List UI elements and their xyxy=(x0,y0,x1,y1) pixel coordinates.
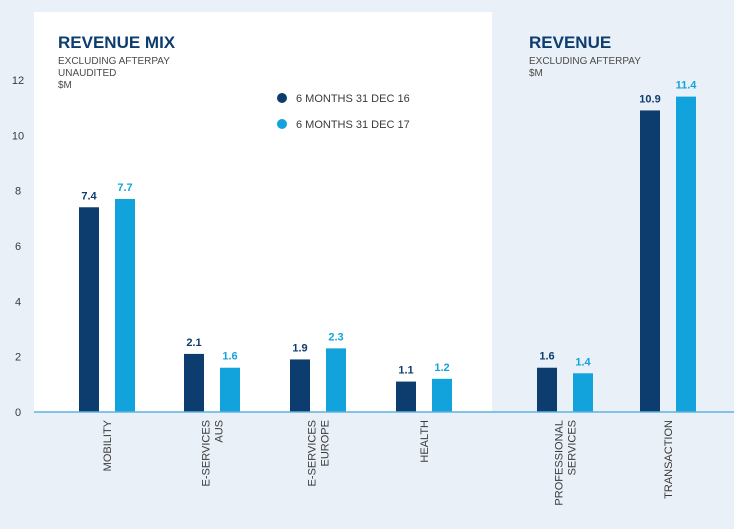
x-category-label: EUROPE xyxy=(320,420,332,466)
y-tick-label: 10 xyxy=(12,130,24,142)
bar xyxy=(537,367,557,412)
x-category-label: MOBILITY xyxy=(102,419,114,471)
bar-value-label: 7.4 xyxy=(81,190,97,202)
bar-value-label: 2.3 xyxy=(328,331,343,343)
bar xyxy=(573,373,593,412)
x-category-label: AUS xyxy=(214,420,226,443)
x-category-label: PROFESSIONAL xyxy=(554,420,566,506)
panel-subtitle-line: $M xyxy=(529,68,543,79)
y-tick-label: 12 xyxy=(12,75,24,87)
bar-value-label: 1.6 xyxy=(222,351,237,363)
panel-subtitle-line: $M xyxy=(58,80,72,91)
panel-title: REVENUE MIX xyxy=(58,33,176,52)
x-category-label: E-SERVICES xyxy=(307,420,319,486)
x-category-label: E-SERVICES xyxy=(201,420,213,486)
bar-value-label: 10.9 xyxy=(639,93,660,105)
bar xyxy=(396,381,416,412)
bar xyxy=(220,367,240,412)
y-tick-label: 2 xyxy=(15,352,21,364)
bar xyxy=(676,96,696,412)
panel-subtitle-line: EXCLUDING AFTERPAY xyxy=(529,56,641,67)
panel-subtitle-line: EXCLUDING AFTERPAY xyxy=(58,56,170,67)
y-tick-label: 8 xyxy=(15,186,21,198)
panel-title: REVENUE xyxy=(529,33,611,52)
y-tick-label: 4 xyxy=(15,296,21,308)
panel-background-mix xyxy=(34,12,492,412)
legend-marker-dec17 xyxy=(277,119,287,129)
legend: 6 MONTHS 31 DEC 16 6 MONTHS 31 DEC 17 xyxy=(277,93,410,131)
bar-value-label: 7.7 xyxy=(117,182,132,194)
legend-label-dec17: 6 MONTHS 31 DEC 17 xyxy=(296,119,410,131)
x-category-label: TRANSACTION xyxy=(663,420,675,499)
x-category-label: SERVICES xyxy=(567,420,579,475)
legend-marker-dec16 xyxy=(277,93,287,103)
bar-value-label: 11.4 xyxy=(676,80,698,92)
bar-value-label: 1.1 xyxy=(398,365,413,377)
bar-value-label: 2.1 xyxy=(186,337,201,349)
bar xyxy=(79,207,99,412)
x-category-label: HEALTH xyxy=(419,420,431,463)
bar xyxy=(432,378,452,412)
y-tick-label: 6 xyxy=(15,241,21,253)
bar xyxy=(640,110,660,412)
bar xyxy=(290,359,310,412)
y-tick-label: 0 xyxy=(15,407,21,419)
panel-subtitle-line: UNAUDITED xyxy=(58,68,116,79)
bar xyxy=(326,348,346,412)
legend-label-dec16: 6 MONTHS 31 DEC 16 xyxy=(296,93,410,105)
bar xyxy=(115,198,135,412)
bar-value-label: 1.6 xyxy=(539,351,554,363)
bar-value-label: 1.4 xyxy=(575,356,591,368)
bar-value-label: 1.2 xyxy=(434,362,449,374)
bar-value-label: 1.9 xyxy=(292,342,307,354)
bar xyxy=(184,353,204,412)
